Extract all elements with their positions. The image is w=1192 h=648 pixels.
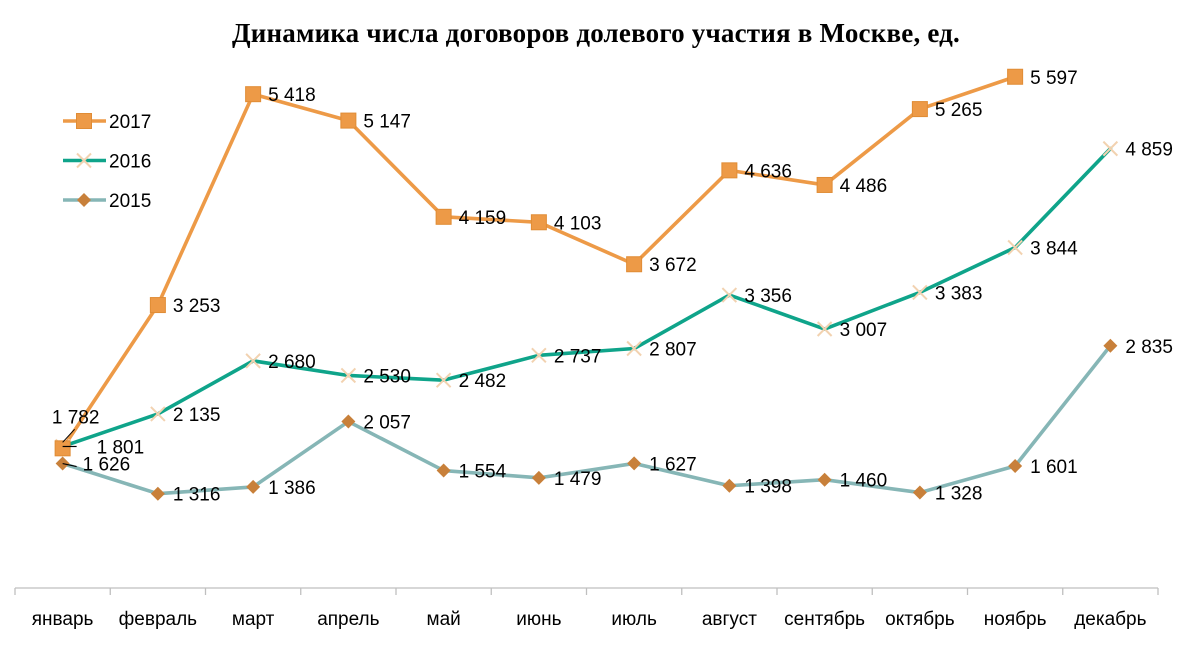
legend-marker-2016 (76, 152, 92, 169)
data-label-2016: 4 859 (1125, 140, 1173, 161)
series-line-2015 (60, 343, 1113, 496)
data-point-2017 (721, 162, 738, 179)
data-point-2016 (1007, 239, 1023, 256)
x-tick-label: ноябрь (984, 609, 1047, 630)
data-point-2016 (531, 347, 547, 364)
data-point-2017 (149, 297, 166, 314)
legend-label-2016: 2016 (109, 152, 151, 173)
data-point-2017 (626, 256, 643, 273)
x-tick-label: май (427, 609, 461, 630)
data-label-2017: 3 253 (173, 296, 221, 317)
data-label-2016: 3 356 (744, 286, 792, 307)
data-point-2017 (911, 101, 928, 118)
chart-title: Динамика числа договоров долевого участи… (231, 18, 960, 48)
x-tick-label: апрель (317, 609, 379, 630)
data-point-2015 (627, 456, 642, 471)
data-label-2015: 1 398 (744, 477, 792, 498)
data-point-2015 (531, 470, 546, 485)
data-point-2017 (245, 86, 262, 103)
x-tick-label: март (232, 609, 275, 630)
series-line-2017 (60, 74, 1017, 451)
x-tick-label: декабрь (1074, 609, 1146, 630)
data-point-2015 (722, 478, 737, 493)
data-label-2015: 1 460 (840, 471, 888, 492)
data-label-2015: 1 627 (649, 454, 697, 475)
data-label-2016: 1 801 (97, 437, 145, 458)
data-point-2017 (816, 176, 833, 193)
data-point-2016 (150, 406, 166, 422)
x-tick-label: февраль (119, 609, 198, 630)
series-line-2016 (60, 146, 1113, 449)
x-tick-label: январь (32, 609, 94, 630)
legend-marker-2017 (76, 113, 92, 129)
data-point-2016 (1102, 140, 1119, 157)
data-label-2017: 5 597 (1030, 68, 1078, 89)
data-point-2015 (436, 463, 451, 478)
label-leader-line (62, 462, 77, 468)
x-tick-label: июнь (516, 609, 561, 630)
data-label-2015: 2 835 (1125, 337, 1173, 358)
data-point-2015 (817, 472, 832, 487)
data-label-2017: 1 782 (52, 407, 100, 428)
data-point-2016 (435, 372, 452, 388)
data-label-2015: 1 626 (83, 455, 131, 476)
data-point-2016 (340, 367, 357, 384)
data-label-2016: 3 844 (1030, 238, 1078, 259)
data-point-2017 (530, 214, 547, 231)
data-label-2017: 4 486 (840, 176, 888, 197)
data-label-2015: 1 328 (935, 484, 983, 505)
x-tick-label: август (702, 609, 757, 630)
data-label-2016: 2 530 (363, 366, 411, 387)
data-point-2015 (150, 486, 165, 501)
data-point-2017 (340, 112, 357, 129)
data-label-2016: 3 383 (935, 283, 983, 304)
data-label-2017: 5 147 (363, 112, 411, 133)
legend-label-2015: 2015 (109, 191, 151, 212)
data-label-2017: 4 103 (554, 213, 602, 234)
data-label-2017: 5 265 (935, 100, 983, 121)
data-label-2017: 4 159 (459, 208, 507, 229)
data-label-2015: 1 386 (268, 478, 316, 499)
data-point-2015 (1008, 458, 1023, 473)
data-point-2015 (912, 485, 927, 500)
data-point-2015 (246, 479, 261, 494)
x-tick-label: октябрь (885, 609, 955, 630)
data-label-2015: 1 479 (554, 469, 602, 490)
data-label-2017: 5 418 (268, 85, 316, 106)
data-label-2015: 1 554 (459, 462, 507, 483)
legend-label-2017: 2017 (109, 112, 151, 133)
data-label-2017: 3 672 (649, 255, 697, 276)
data-point-2016 (721, 287, 738, 303)
data-label-2016: 2 737 (554, 346, 602, 367)
x-tick-label: сентябрь (784, 609, 865, 630)
data-point-2017 (54, 440, 71, 457)
data-point-2016 (245, 353, 261, 369)
data-label-2016: 2 135 (173, 405, 221, 426)
x-tick-label: июль (611, 609, 657, 630)
label-leader-line (62, 428, 75, 443)
data-point-2015 (1103, 338, 1118, 353)
data-point-2017 (435, 208, 452, 225)
data-label-2015: 1 316 (173, 485, 221, 506)
data-point-2016 (626, 340, 642, 357)
data-label-2016: 2 807 (649, 339, 697, 360)
data-label-2017: 4 636 (744, 161, 792, 182)
data-point-2016 (912, 284, 928, 301)
data-label-2016: 2 482 (459, 371, 507, 392)
data-label-2016: 2 680 (268, 352, 316, 373)
legend-marker-2015 (77, 193, 91, 207)
data-label-2015: 2 057 (363, 413, 411, 434)
data-point-2015 (341, 414, 356, 429)
data-label-2015: 1 601 (1030, 457, 1078, 478)
data-label-2016: 3 007 (840, 320, 888, 341)
data-point-2017 (1007, 68, 1024, 85)
data-point-2016 (816, 321, 833, 337)
